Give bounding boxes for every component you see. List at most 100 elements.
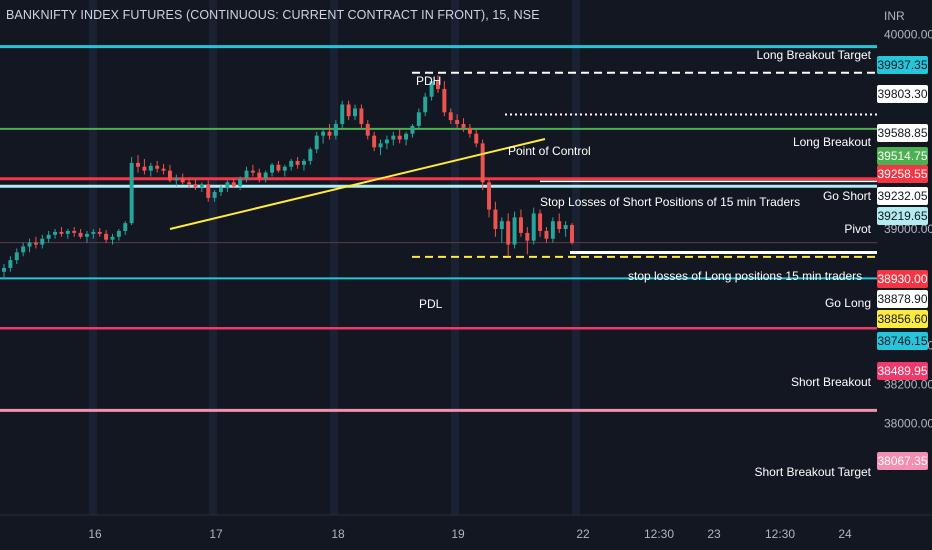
candle-body <box>263 172 268 179</box>
price-badge-lb <box>877 124 928 142</box>
x-tick-label: 24 <box>838 527 852 541</box>
label-go-long: Go Long <box>825 296 871 310</box>
candle-body <box>442 88 447 113</box>
candle-body <box>40 238 45 245</box>
price-badge-label: 38067.35 <box>877 454 927 468</box>
price-badge-label: 38930.00 <box>877 272 927 286</box>
x-tick-label: 23 <box>707 527 721 541</box>
candle-body <box>136 162 141 167</box>
annotation-stop-losses-long: stop losses of Long positions 15 min tra… <box>628 269 862 283</box>
price-badge-pv <box>877 207 928 225</box>
candle-body <box>353 108 357 117</box>
label-go-short: Go Short <box>823 189 872 203</box>
label-long-breakout-target: Long Breakout Target <box>756 48 871 62</box>
candle-body <box>180 178 185 183</box>
price-badge-label: 39803.30 <box>877 87 927 101</box>
price-badge-r2 <box>877 270 928 288</box>
candle-body <box>104 233 109 240</box>
candle-body <box>544 230 549 239</box>
price-badge-pdl <box>877 310 928 328</box>
price-badge-label: 39232.05 <box>877 189 927 203</box>
candle-body <box>289 160 294 167</box>
label-pdh: PDH <box>416 74 441 88</box>
candle-body <box>301 160 306 165</box>
candle-body <box>429 81 434 97</box>
candle-body <box>65 230 70 234</box>
candle-body <box>461 123 466 128</box>
drawings <box>169 138 546 230</box>
candle-body <box>365 123 370 136</box>
line-labels: Long Breakout Target Long Breakout Go Shor… <box>416 48 872 479</box>
price-badge-label: 39937.35 <box>877 58 927 72</box>
candle-body <box>110 236 115 240</box>
x-tick-label: 17 <box>209 527 223 541</box>
candle-body <box>193 184 198 188</box>
candle-body <box>116 230 121 237</box>
price-lines <box>0 45 877 412</box>
candle-body <box>212 192 217 198</box>
candle-body <box>333 123 338 136</box>
candle-body <box>238 178 243 187</box>
candle-body <box>129 162 134 224</box>
candle-body <box>161 168 166 171</box>
candle-body <box>384 139 389 144</box>
candle-body <box>506 221 511 245</box>
candle-body <box>295 160 300 165</box>
candle-body <box>206 184 211 198</box>
label-long-breakout: Long Breakout <box>793 135 872 149</box>
annotation-point-of-control: Point of Control <box>508 144 591 158</box>
candle-body <box>570 225 574 243</box>
candle-body <box>270 164 275 173</box>
candle-body <box>435 81 440 89</box>
candle-body <box>372 135 377 148</box>
session-separator <box>209 0 217 515</box>
session-separator <box>330 0 338 515</box>
annotation-stop-losses-short: Stop Losses of Short Positions of 15 min… <box>540 195 800 209</box>
price-badge-pdh <box>877 85 928 103</box>
price-badge-g1 <box>877 147 928 165</box>
time-axis: 16 17 18 19 22 12:30 23 12:30 24 <box>0 514 932 541</box>
candle-body <box>391 135 396 140</box>
candle-body <box>474 133 479 144</box>
price-badge-label: 39219.65 <box>877 209 927 223</box>
candle-body <box>359 108 364 124</box>
price-badge-sb <box>877 362 928 380</box>
candle-body <box>187 182 192 185</box>
candle-body <box>250 170 255 173</box>
candle-body <box>225 182 230 189</box>
candle-body <box>557 221 562 229</box>
candle-body <box>340 104 345 124</box>
candle-body <box>244 170 249 179</box>
candles <box>2 75 574 280</box>
y-tick-label: 40000.00 <box>884 28 932 42</box>
candle-body <box>455 120 460 124</box>
currency-label: INR <box>884 9 905 23</box>
candle-body <box>321 131 326 136</box>
price-badge-c1 <box>877 332 928 350</box>
candle-body <box>480 143 485 183</box>
candle-body <box>499 221 504 229</box>
candle-body <box>346 104 351 117</box>
price-badge-label: 38856.60 <box>877 312 927 326</box>
candle-body <box>378 143 383 148</box>
price-badges: 39937.35 39803.30 39588.85 39514.75 39258.55… <box>877 56 928 470</box>
x-tick-label: 12:30 <box>765 527 795 541</box>
trendline <box>169 138 546 230</box>
candle-body <box>448 112 453 121</box>
session-separator <box>89 0 97 515</box>
candle-body <box>78 232 83 237</box>
label-short-breakout: Short Breakout <box>791 375 872 389</box>
candle-body <box>531 213 536 241</box>
price-badge-label: 39514.75 <box>877 149 927 163</box>
candle-body <box>231 182 236 187</box>
candle-body <box>53 231 58 235</box>
candle-body <box>282 166 287 171</box>
candle-body <box>148 165 153 171</box>
candle-body <box>199 184 204 188</box>
label-pdl: PDL <box>419 297 443 311</box>
candle-body <box>14 252 19 261</box>
candle-body <box>167 170 172 181</box>
candle-body <box>174 178 179 181</box>
x-tick-label: 19 <box>451 527 465 541</box>
